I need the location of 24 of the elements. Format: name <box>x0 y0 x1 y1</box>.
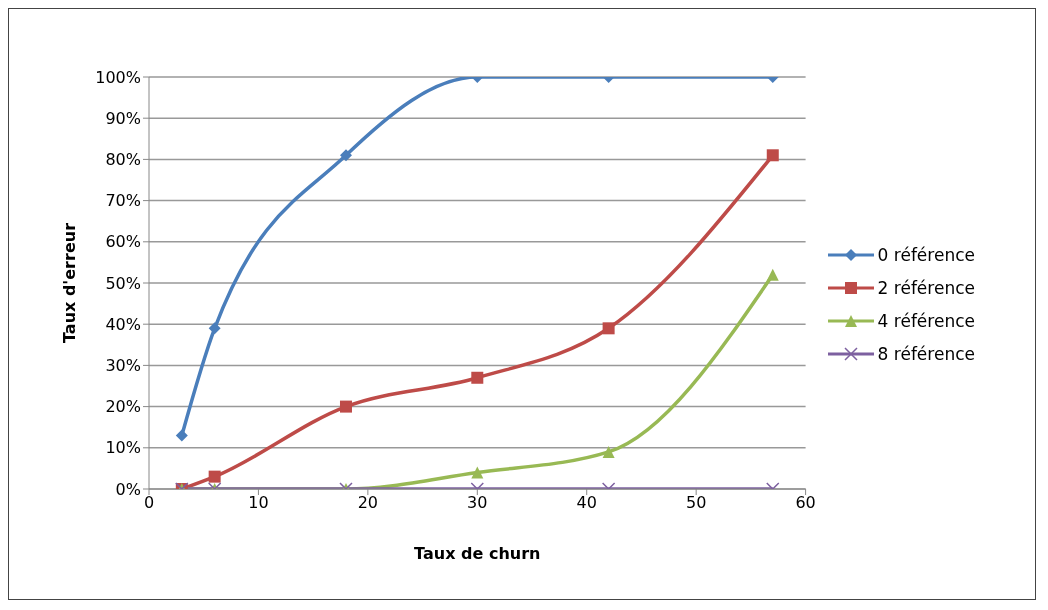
x-axis-title: Taux de churn <box>414 544 541 563</box>
y-tick-label: 10% <box>105 438 141 458</box>
y-tick-label: 100% <box>95 67 141 87</box>
y-axis-title: Taux d'erreur <box>59 222 79 344</box>
legend-label: 2 référence <box>877 277 975 298</box>
legend-label: 0 référence <box>877 244 975 265</box>
legend-label: 4 référence <box>877 310 975 331</box>
y-tick-label: 0% <box>115 479 141 499</box>
x-tick-label: 20 <box>357 493 379 513</box>
x-tick-label: 40 <box>576 493 597 513</box>
y-tick-label: 40% <box>105 314 141 334</box>
y-tick-label: 30% <box>105 356 141 376</box>
y-tick-label: 50% <box>105 273 141 293</box>
y-tick-label: 20% <box>105 397 141 417</box>
y-tick-label: 70% <box>105 191 141 211</box>
y-tick-label: 60% <box>105 232 141 252</box>
legend-label: 8 référence <box>877 343 975 364</box>
y-tick-label: 80% <box>105 150 141 170</box>
y-tick-label: 90% <box>105 108 141 128</box>
x-tick-label: 0 <box>143 493 155 513</box>
x-tick-label: 30 <box>467 493 488 513</box>
x-tick-label: 50 <box>685 493 707 513</box>
x-tick-label: 10 <box>248 493 269 513</box>
x-tick-label: 60 <box>795 493 816 513</box>
